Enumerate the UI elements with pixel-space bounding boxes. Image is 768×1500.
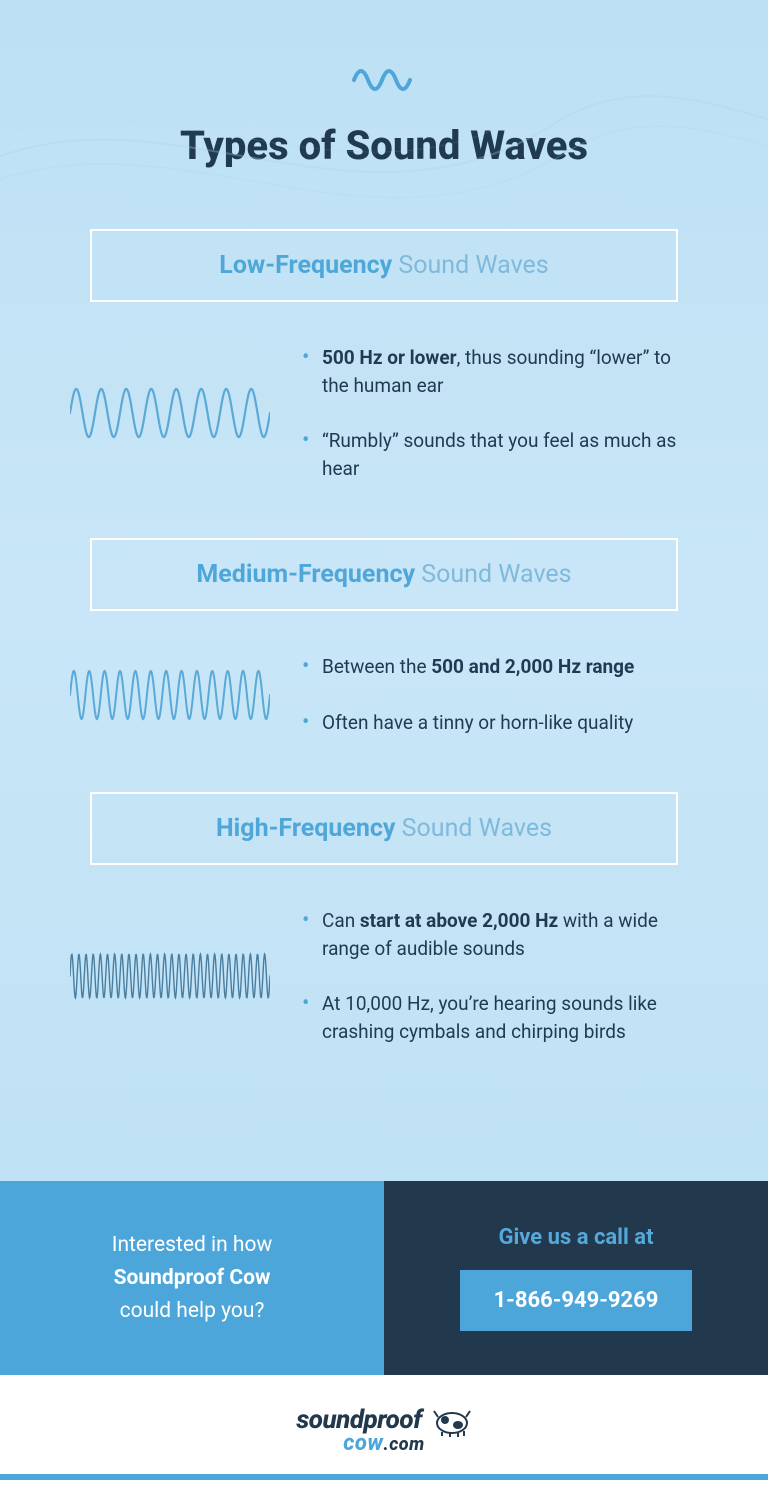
cta-brand-name: Soundproof Cow [114, 1266, 271, 1290]
cta-text-line: Interested in how [112, 1233, 273, 1257]
wave-illustration-high [70, 941, 270, 1011]
header-wave-icon [50, 60, 718, 104]
bullet-item: Often have a tinny or horn-like quality [302, 709, 698, 737]
bullet-list-low: 500 Hz or lower, thus sounding “lower” t… [302, 344, 698, 482]
section-header-high: High-Frequency Sound Waves [90, 792, 678, 865]
bullet-item: At 10,000 Hz, you’re hearing sounds like… [302, 990, 698, 1045]
phone-button[interactable]: 1-866-949-9269 [460, 1270, 693, 1331]
cow-icon [428, 1403, 472, 1437]
brand-logo-sub: cow.com [0, 1431, 768, 1456]
main-content-area: Types of Sound Waves Low-Frequency Sound… [0, 0, 768, 1181]
section-heading-suffix: Sound Waves [415, 560, 572, 589]
footer-accent-line [0, 1474, 768, 1480]
wave-illustration-medium [70, 660, 270, 730]
cta-left-panel: Interested in how Soundproof Cow could h… [0, 1181, 384, 1375]
wave-illustration-low [70, 378, 270, 448]
section-body-high: Can start at above 2,000 Hz with a wide … [70, 907, 698, 1045]
bullet-item: Can start at above 2,000 Hz with a wide … [302, 907, 698, 962]
infographic-root: Types of Sound Waves Low-Frequency Sound… [0, 0, 768, 1500]
logo-sub-cow: cow [343, 1431, 383, 1456]
cta-row: Interested in how Soundproof Cow could h… [0, 1181, 768, 1375]
bullet-item: Between the 500 and 2,000 Hz range [302, 653, 698, 681]
cta-text-line: could help you? [120, 1299, 265, 1323]
page-title: Types of Sound Waves [50, 122, 718, 169]
section-body-medium: Between the 500 and 2,000 Hz range Often… [70, 653, 698, 736]
section-body-low: 500 Hz or lower, thus sounding “lower” t… [70, 344, 698, 482]
section-header-low: Low-Frequency Sound Waves [90, 229, 678, 302]
section-heading-strong: High-Frequency [216, 814, 395, 843]
section-heading-strong: Medium-Frequency [196, 560, 415, 589]
bullet-item: 500 Hz or lower, thus sounding “lower” t… [302, 344, 698, 399]
section-heading-strong: Low-Frequency [219, 251, 392, 280]
section-header-medium: Medium-Frequency Sound Waves [90, 538, 678, 611]
cta-call-label: Give us a call at [498, 1225, 653, 1250]
section-heading-suffix: Sound Waves [392, 251, 549, 280]
bullet-list-high: Can start at above 2,000 Hz with a wide … [302, 907, 698, 1045]
logo-sub-com: .com [384, 1434, 425, 1455]
bullet-list-medium: Between the 500 and 2,000 Hz range Often… [302, 653, 698, 736]
bullet-item: “Rumbly” sounds that you feel as much as… [302, 427, 698, 482]
cta-right-panel: Give us a call at 1-866-949-9269 [384, 1181, 768, 1375]
section-heading-suffix: Sound Waves [395, 814, 552, 843]
